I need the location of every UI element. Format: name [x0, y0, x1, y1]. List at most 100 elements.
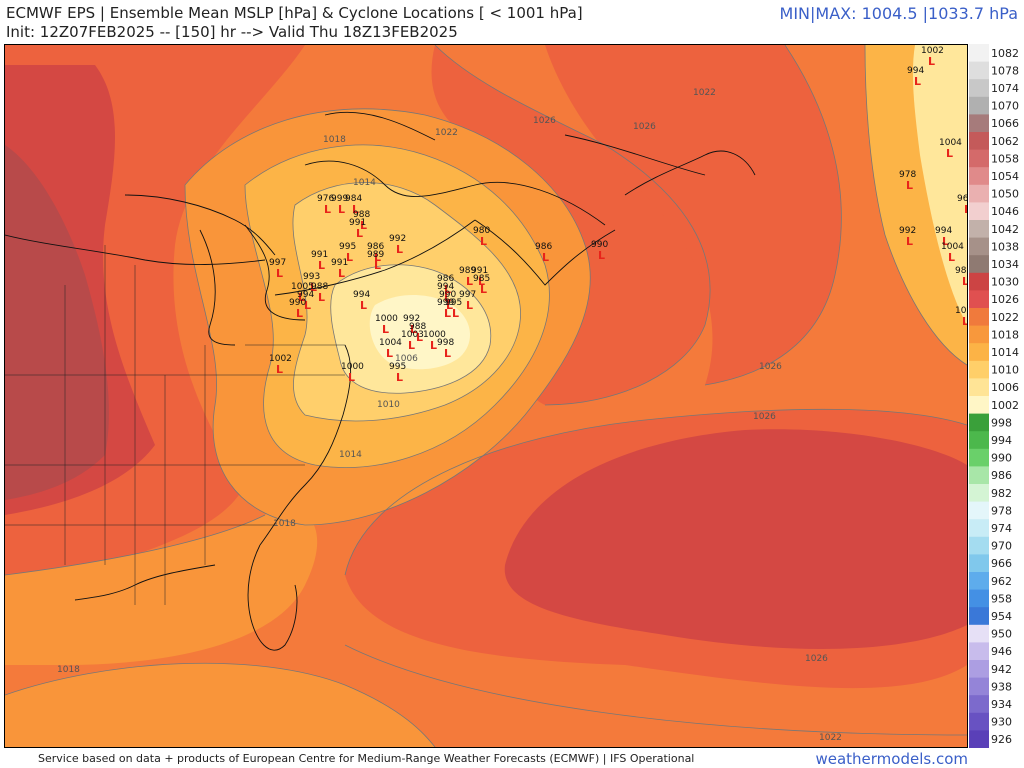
brand-link[interactable]: weathermodels.com [815, 750, 968, 768]
colorbar-label: 986 [991, 469, 1012, 482]
cyclone-symbol: L [906, 235, 913, 248]
isobar-label: 1010 [377, 400, 400, 410]
cyclone-pressure: 1004 [379, 338, 402, 348]
cyclone-symbol: L [906, 179, 913, 192]
cyclone-pressure: 992 [403, 314, 420, 324]
colorbar-label: 1062 [991, 135, 1019, 148]
cyclone-symbol: L [298, 291, 305, 304]
isobar-labels: 1022 1018 1014 1026 1026 1022 1006 1010 1014 1018… [57, 88, 842, 743]
cyclone-pressure: 986 [437, 274, 454, 284]
cyclone-symbol: L [276, 267, 283, 280]
colorbar-swatch [969, 501, 989, 520]
cyclone-pressure: 998 [437, 338, 454, 348]
cyclone-pressure: 994 [907, 66, 924, 76]
isobar-label: 1006 [395, 354, 418, 364]
colorbar-label: 1002 [991, 399, 1019, 412]
colorbar-swatch [969, 554, 989, 573]
colorbar-label: 962 [991, 575, 1012, 588]
cyclone-pressure: 1002 [921, 46, 944, 56]
cyclone-pressure: 991 [311, 250, 328, 260]
colorbar-swatch [969, 255, 989, 274]
cyclone-pressure: 989 [955, 266, 967, 276]
cyclone-pressure: 995 [445, 298, 462, 308]
cyclone-symbol: L [416, 331, 423, 344]
cyclone-symbol: L [382, 323, 389, 336]
cyclone-pressure: 990 [439, 290, 456, 300]
colorbar-label: 942 [991, 663, 1012, 676]
colorbar-label: 950 [991, 628, 1012, 641]
cyclone-pressure: 994 [297, 290, 314, 300]
colorbar-label: 1082 [991, 47, 1019, 60]
cyclone-pressure: 1004 [955, 306, 967, 316]
fill-1002-trough [369, 295, 471, 370]
cyclone-symbol: L [338, 267, 345, 280]
cyclone-symbol: L [356, 227, 363, 240]
cyclone-symbol: L [396, 371, 403, 384]
colorbar-label: 938 [991, 680, 1012, 693]
colorbar-swatch [969, 61, 989, 80]
colorbar-label: 1046 [991, 205, 1019, 218]
cyclone-symbol: L [346, 251, 353, 264]
coastlines [5, 111, 756, 651]
cyclone-symbol: L [430, 339, 437, 352]
colorbar-label: 1050 [991, 188, 1019, 201]
map-panel[interactable]: 1022 1018 1014 1026 1026 1022 1006 1010 1014 1018… [4, 44, 968, 748]
colorbar-swatch [969, 325, 989, 344]
cyclone-symbol: L [352, 203, 359, 216]
cyclone-pressure: 993 [303, 272, 320, 282]
colorbar-label: 1058 [991, 152, 1019, 165]
cyclone-pressure: 994 [437, 282, 454, 292]
colorbar-label: 982 [991, 487, 1012, 500]
isobar-label: 1014 [339, 450, 362, 460]
cyclone-pressure: 995 [389, 362, 406, 372]
isobar-label: 1018 [273, 519, 296, 529]
colorbar-label: 958 [991, 592, 1012, 605]
cyclone-pressure: 994 [935, 226, 952, 236]
map-subtitle: Init: 12Z07FEB2025 -- [150] hr --> Valid… [6, 23, 458, 41]
colorbar-swatch [969, 149, 989, 168]
cyclone-pressure: 989 [367, 250, 384, 260]
isobar-label: 1018 [57, 665, 80, 675]
cyclone-symbol: L [466, 299, 473, 312]
cyclone-symbol: L [374, 259, 381, 272]
fill-1018-south [5, 508, 318, 665]
cyclone-symbol: L [360, 219, 367, 232]
isobar-label: 1022 [819, 733, 842, 743]
colorbar-label: 998 [991, 416, 1012, 429]
colorbar-swatch [969, 660, 989, 679]
colorbar-swatch [969, 308, 989, 327]
colorbar-swatch [969, 378, 989, 397]
colorbar-label: 990 [991, 452, 1012, 465]
colorbar-swatch [969, 202, 989, 221]
colorbar-swatch [969, 589, 989, 608]
colorbar-label: 1010 [991, 364, 1019, 377]
colorbar-swatch [969, 607, 989, 626]
cyclone-pressure: 1002 [269, 354, 292, 364]
colorbar-label: 978 [991, 504, 1012, 517]
colorbar-swatch [969, 220, 989, 239]
cyclone-symbol: L [948, 251, 955, 264]
colorbar-swatches [969, 44, 989, 748]
colorbar-swatch [969, 624, 989, 643]
colorbar-swatch [969, 695, 989, 714]
